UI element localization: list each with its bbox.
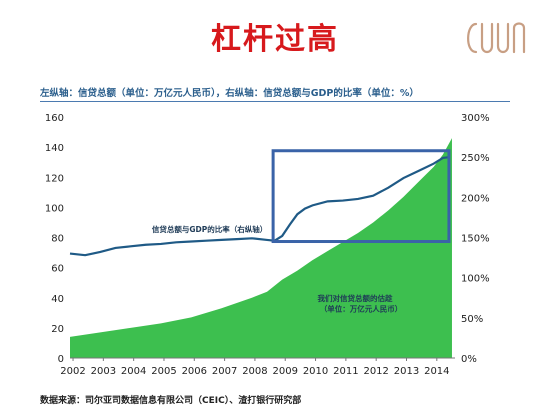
- y-left-tick-label: 80: [51, 234, 64, 245]
- y-left-tick-label: 0: [58, 354, 64, 365]
- line-series-label: 信贷总额与GDP的比率（右纵轴）: [152, 224, 267, 234]
- x-tick-label: 2007: [212, 366, 237, 377]
- highlight-box: [271, 149, 451, 244]
- x-tick-label: 2011: [333, 366, 358, 377]
- x-tick-label: 2004: [121, 366, 146, 377]
- x-tick-label: 2012: [363, 366, 388, 377]
- data-source: 数据来源：司尔亚司数据信息有限公司（CEIC）、渣打银行研究部: [40, 396, 302, 406]
- x-tick-label: 2013: [394, 366, 419, 377]
- slide-title: 杠杆过高: [211, 22, 339, 57]
- x-tick-label: 2008: [242, 366, 267, 377]
- y-left-tick-label: 140: [45, 143, 64, 154]
- x-tick-label: 2003: [91, 366, 116, 377]
- series-credit-area: [70, 138, 452, 358]
- y-right-tick-label: 50%: [461, 314, 483, 325]
- caption-divider: [40, 101, 510, 102]
- area-series-label: 我们对信贷总额的估趁: [317, 293, 392, 303]
- y-left-tick-label: 60: [51, 264, 64, 275]
- y-right-tick-label: 0%: [461, 354, 477, 365]
- x-tick-label: 2009: [273, 366, 298, 377]
- series-credit-gdp-ratio-line: [69, 156, 450, 257]
- y-right-tick-label: 150%: [461, 234, 490, 245]
- y-left-tick-label: 160: [45, 113, 64, 124]
- brand-logo: [467, 22, 526, 54]
- x-tick-label: 2002: [60, 366, 85, 377]
- y-right-tick-label: 200%: [461, 193, 490, 204]
- y-left-tick-label: 120: [45, 173, 64, 184]
- y-left-tick-label: 40: [51, 294, 64, 305]
- chart-caption: 左纵轴：信贷总额（单位：万亿元人民币），右纵轴：信贷总额与GDP的比率（单位：%…: [40, 88, 419, 99]
- y-left-tick-label: 20: [51, 324, 64, 335]
- y-right-tick-label: 100%: [461, 274, 490, 285]
- area-series-sub-label: （单位：万亿元人民币）: [320, 303, 403, 313]
- y-right-tick-label: 300%: [461, 113, 490, 124]
- x-tick-label: 2014: [424, 366, 449, 377]
- y-right-tick-label: 250%: [461, 153, 490, 164]
- x-tick-label: 2010: [303, 366, 328, 377]
- x-tick-label: 2005: [151, 366, 176, 377]
- x-tick-label: 2006: [182, 366, 207, 377]
- y-left-tick-label: 100: [45, 203, 64, 214]
